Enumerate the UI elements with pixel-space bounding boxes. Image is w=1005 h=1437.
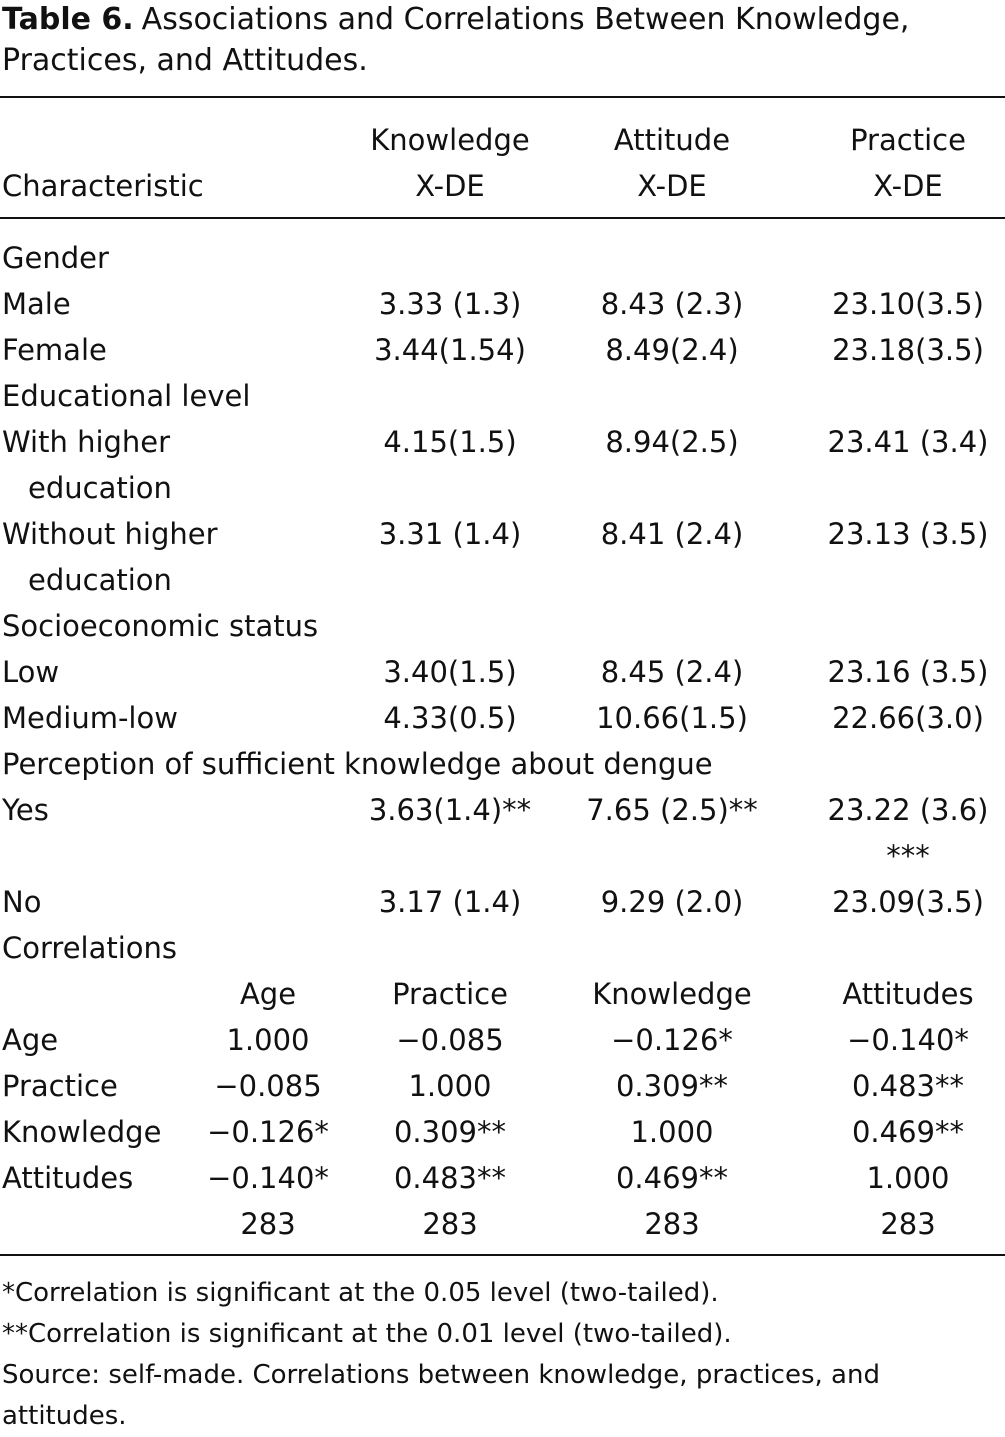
- table-cell: 9.29 (2.0): [600, 885, 744, 919]
- section-label: Educational level: [2, 379, 251, 413]
- sample-size: 283: [422, 1207, 478, 1241]
- table-title: Table 6. Associations and Correlations Be…: [2, 0, 962, 81]
- table-cell: 0.483**: [393, 1161, 507, 1195]
- table-label: Table 6.: [2, 2, 134, 37]
- table-cell: 3.63(1.4)**: [368, 793, 532, 827]
- table-cell: 7.65 (2.5)**: [586, 793, 758, 827]
- column-header: Knowledge: [592, 977, 752, 1011]
- section-label: Socioeconomic status: [2, 609, 319, 643]
- table-cell: 4.33(0.5): [383, 701, 517, 735]
- row-label: Yes: [2, 793, 49, 827]
- table-cell: 3.44(1.54): [374, 333, 526, 367]
- table-cell: 1.000: [630, 1115, 714, 1149]
- row-label: Low: [2, 655, 60, 689]
- table-cell: 1.000: [226, 1023, 310, 1057]
- footnotes: *Correlation is significant at the 0.05 …: [2, 1273, 922, 1437]
- section-label: Correlations: [2, 931, 178, 965]
- table-cell: −0.085: [396, 1023, 504, 1057]
- column-header: Attitude X-DE: [613, 123, 731, 203]
- table-cell: 0.309**: [615, 1069, 729, 1103]
- table-cell: 8.43 (2.3): [600, 287, 744, 321]
- table-cell: 0.469**: [851, 1115, 965, 1149]
- table-cell: −0.126*: [611, 1023, 733, 1057]
- table-cell: −0.140*: [207, 1161, 329, 1195]
- section-label: Gender: [2, 241, 109, 275]
- row-label: Age: [2, 1023, 59, 1057]
- table-cell: 1.000: [866, 1161, 950, 1195]
- column-header: Attitudes: [842, 977, 974, 1011]
- table-cell: 23.22 (3.6) ***: [827, 793, 989, 873]
- table-cell: 22.66(3.0): [832, 701, 984, 735]
- table-cell: −0.140*: [847, 1023, 969, 1057]
- row-label: Without higher education: [2, 517, 218, 597]
- table-cell: 8.94(2.5): [605, 425, 739, 459]
- table-cell: 23.10(3.5): [832, 287, 984, 321]
- table-cell: 10.66(1.5): [596, 701, 748, 735]
- sample-size: 283: [644, 1207, 700, 1241]
- table-cell: −0.085: [214, 1069, 322, 1103]
- header-rule: [0, 217, 1005, 219]
- bottom-rule: [0, 1254, 1005, 1256]
- sample-size: 283: [880, 1207, 936, 1241]
- footnote: *Correlation is significant at the 0.05 …: [2, 1278, 719, 1308]
- table-cell: 3.17 (1.4): [378, 885, 522, 919]
- top-rule: [0, 96, 1005, 98]
- table-cell: 3.33 (1.3): [378, 287, 522, 321]
- column-header: Age: [239, 977, 297, 1011]
- row-label: Female: [2, 333, 107, 367]
- table-cell: 0.309**: [393, 1115, 507, 1149]
- table-cell: 1.000: [408, 1069, 492, 1103]
- footnote: Source: self-made. Correlations between …: [2, 1360, 880, 1431]
- footnote: **Correlation is significant at the 0.01…: [2, 1319, 732, 1349]
- table-cell: 0.483**: [851, 1069, 965, 1103]
- table-cell: 0.469**: [615, 1161, 729, 1195]
- row-label: Medium-low: [2, 701, 178, 735]
- sample-size: 283: [240, 1207, 296, 1241]
- table-cell: 8.41 (2.4): [600, 517, 744, 551]
- row-label: Knowledge: [2, 1115, 162, 1149]
- column-header: Practice: [392, 977, 508, 1011]
- row-label: Practice: [2, 1069, 118, 1103]
- table-cell: 3.31 (1.4): [378, 517, 522, 551]
- column-header: Practice X-DE: [850, 123, 966, 203]
- table-cell: 23.09(3.5): [832, 885, 984, 919]
- table-cell: 23.18(3.5): [832, 333, 984, 367]
- column-header: Knowledge X-DE: [370, 123, 530, 203]
- table-cell: 3.40(1.5): [383, 655, 517, 689]
- row-label: Male: [2, 287, 71, 321]
- table-cell: 23.16 (3.5): [827, 655, 989, 689]
- column-header: Characteristic: [2, 169, 204, 203]
- row-label: No: [2, 885, 42, 919]
- title-text: Associations and Correlations Between Kn…: [2, 2, 910, 78]
- table-cell: 8.49(2.4): [605, 333, 739, 367]
- row-label: Attitudes: [2, 1161, 134, 1195]
- table-cell: −0.126*: [207, 1115, 329, 1149]
- table-cell: 23.13 (3.5): [827, 517, 989, 551]
- section-label: Perception of sufficient knowledge about…: [2, 747, 713, 781]
- table-cell: 8.45 (2.4): [600, 655, 744, 689]
- table-cell: 23.41 (3.4): [827, 425, 989, 459]
- table-cell: 4.15(1.5): [383, 425, 517, 459]
- row-label: With higher education: [2, 425, 172, 505]
